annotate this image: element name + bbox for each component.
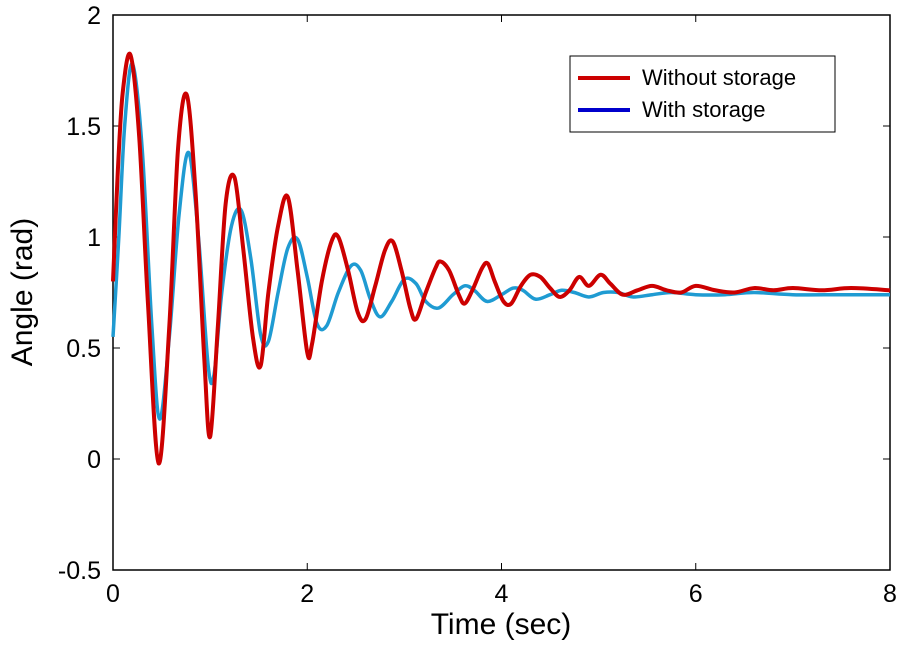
x-tick-label: 0 bbox=[106, 580, 120, 608]
legend: Without storage With storage bbox=[569, 55, 836, 133]
x-tick-label: 8 bbox=[883, 580, 897, 608]
y-tick-label: 1.5 bbox=[66, 113, 101, 141]
y-tick-label: -0.5 bbox=[58, 557, 101, 585]
ticks-layer: 0 2 4 6 8-0.500.511.52 bbox=[58, 2, 897, 608]
series-line-without-storage bbox=[111, 51, 891, 466]
x-tick-label: 2 bbox=[300, 580, 314, 608]
y-tick-label: 0.5 bbox=[66, 335, 101, 363]
x-tick-label: 6 bbox=[689, 580, 703, 608]
y-tick-label: 2 bbox=[87, 2, 101, 30]
y-tick-label: 1 bbox=[87, 224, 101, 252]
legend-label-without-storage: Without storage bbox=[642, 65, 796, 90]
y-tick-label: 0 bbox=[87, 446, 101, 474]
series-line-with-storage bbox=[111, 62, 890, 421]
x-axis-title: Time (sec) bbox=[431, 608, 572, 641]
legend-label-with-storage: With storage bbox=[642, 97, 766, 122]
legend-box bbox=[569, 55, 836, 133]
x-tick-label: 4 bbox=[495, 580, 509, 608]
y-axis-title: Angle (rad) bbox=[6, 218, 39, 366]
series-layer bbox=[111, 51, 891, 466]
